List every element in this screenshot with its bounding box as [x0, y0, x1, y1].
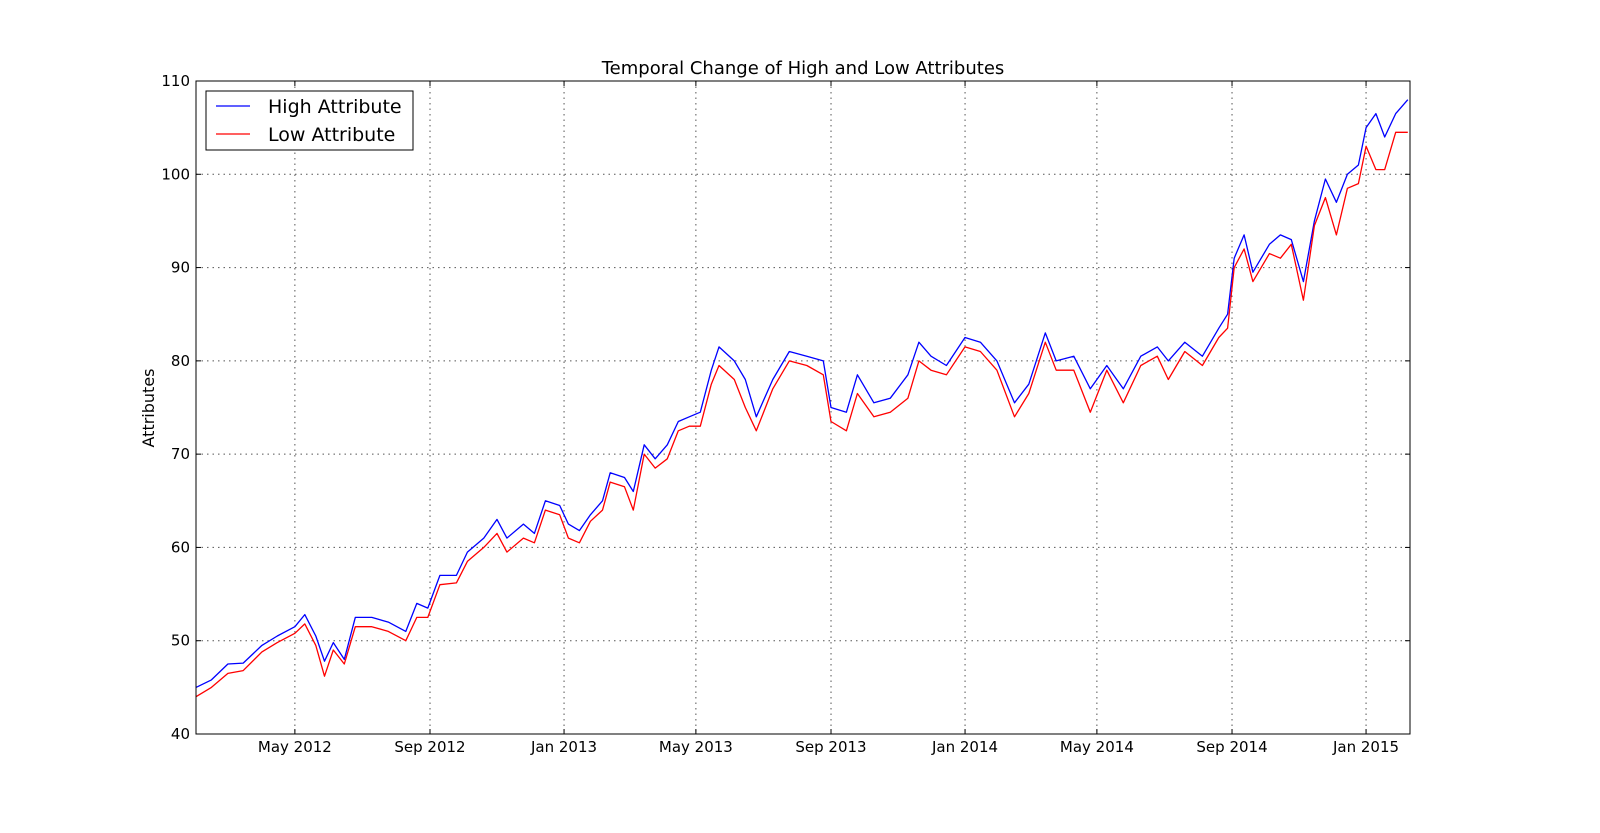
- y-tick-label: 70: [171, 445, 190, 463]
- x-tick-label: May 2013: [659, 738, 733, 756]
- series-line-high: [195, 99, 1409, 688]
- x-tick-label: May 2012: [258, 738, 332, 756]
- x-tick-label: Jan 2015: [1332, 738, 1399, 756]
- x-tick-label: May 2014: [1060, 738, 1134, 756]
- y-tick-label: 100: [161, 165, 190, 183]
- y-tick-label: 50: [171, 632, 190, 650]
- chart-title: Temporal Change of High and Low Attribut…: [601, 58, 1005, 79]
- axis-ticks: 40 50 60 70 80 90 100 110 May 2012 Sep 2012 Jan 20…: [161, 72, 1410, 756]
- x-tick-label: Jan 2013: [530, 738, 597, 756]
- x-tick-label: Sep 2013: [795, 738, 866, 756]
- series-line-low: [195, 131, 1408, 698]
- x-tick-label: Sep 2012: [394, 738, 465, 756]
- y-tick-label: 80: [171, 352, 190, 370]
- plot-frame: [195, 80, 1411, 735]
- x-tick-label: Jan 2014: [931, 738, 998, 756]
- legend-label-high: High Attribute: [268, 96, 402, 118]
- x-tick-label: Sep 2014: [1196, 738, 1267, 756]
- series-lines: [195, 99, 1409, 698]
- y-tick-label: 110: [161, 72, 190, 90]
- y-tick-label: 40: [171, 725, 190, 743]
- legend-box: [205, 90, 414, 151]
- grid-lines: [196, 81, 1410, 734]
- y-axis-label: Attributes: [139, 369, 158, 448]
- y-tick-label: 90: [171, 259, 190, 277]
- y-tick-label: 60: [171, 538, 190, 556]
- legend: High Attribute Low Attribute: [205, 90, 414, 151]
- legend-label-low: Low Attribute: [268, 124, 395, 146]
